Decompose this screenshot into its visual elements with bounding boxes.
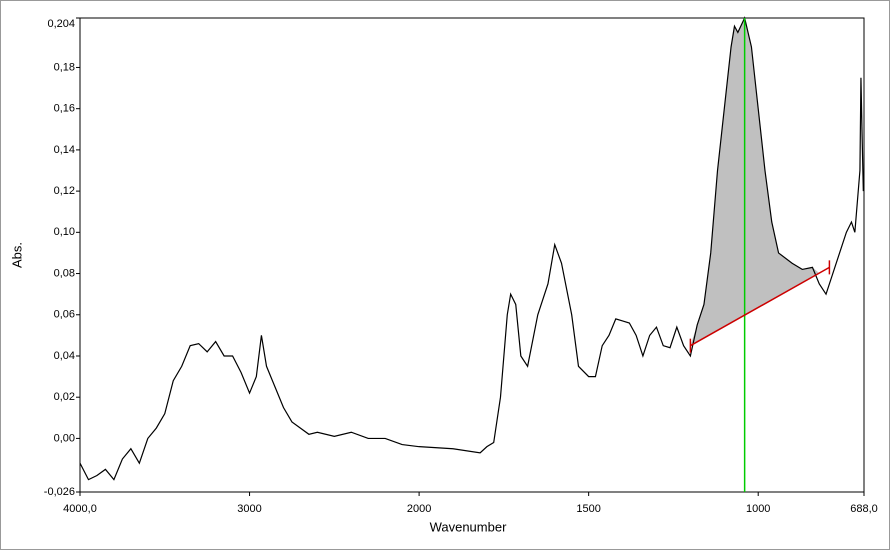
x-axis-label: Wavenumber	[430, 519, 507, 534]
x-tick-label: 3000	[237, 503, 261, 515]
y-tick-label: 0,10	[54, 226, 75, 238]
x-tick-label: 688,0	[850, 503, 878, 515]
spectrum-line	[79, 16, 864, 481]
x-tick-label: 4000,0	[63, 503, 97, 515]
x-tick-label: 2000	[407, 503, 431, 515]
y-tick-label: 0,04	[54, 350, 75, 362]
y-tick-label: 0,204	[47, 18, 75, 30]
y-tick-label: -0,026	[44, 486, 75, 498]
y-tick-label: 0,18	[54, 61, 75, 73]
y-tick-label: 0,14	[54, 144, 75, 156]
y-tick-label: 0,08	[54, 267, 75, 279]
y-tick-label: 0,02	[54, 391, 75, 403]
baseline	[690, 266, 830, 347]
y-tick-label: 0,00	[54, 432, 75, 444]
y-tick-label: 0,06	[54, 309, 75, 321]
x-tick-label: 1500	[576, 503, 600, 515]
y-tick-label: 0,12	[54, 185, 75, 197]
x-tick-label: 1000	[746, 503, 770, 515]
peak-area	[690, 18, 830, 346]
y-axis-label: Abs.	[9, 242, 24, 268]
y-tick-label: 0,16	[54, 103, 75, 115]
